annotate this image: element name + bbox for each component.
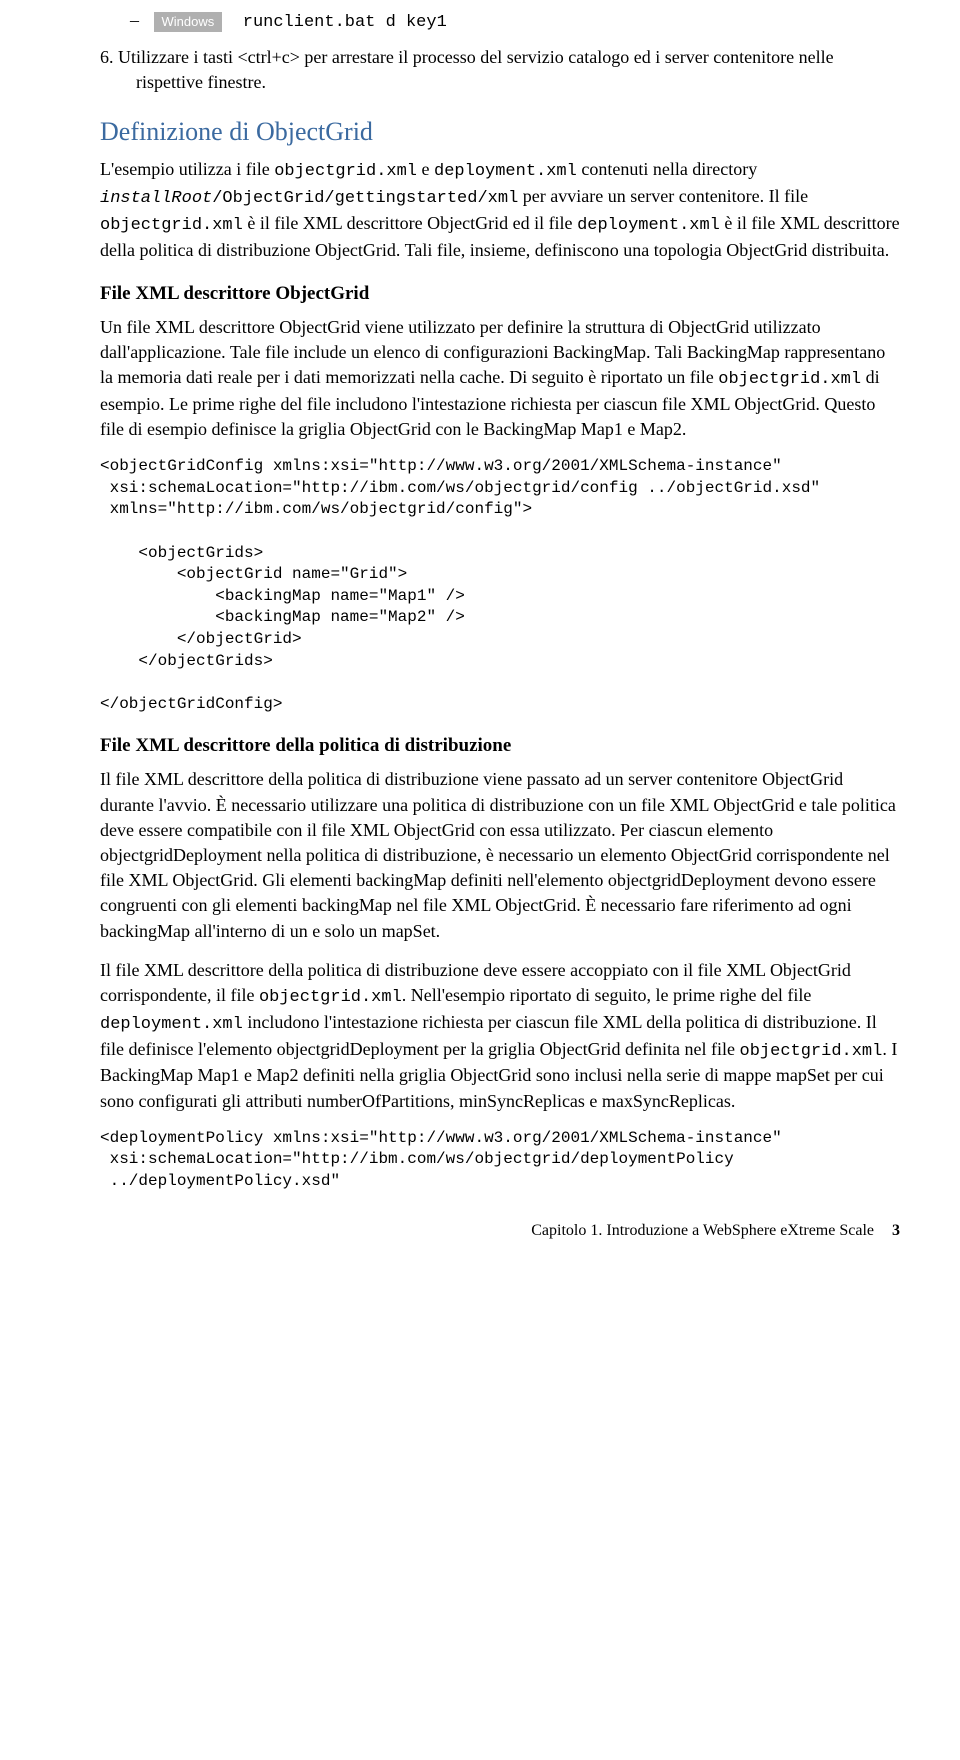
section-file-xml-dist-title: File XML descrittore della politica di d… [100, 735, 900, 757]
para1-text3: contenuti nella directory [577, 159, 757, 179]
step-6: 6. Utilizzare i tasti <ctrl+c> per arres… [136, 45, 900, 95]
code-objectgridconfig: <objectGridConfig xmlns:xsi="http://www.… [100, 456, 900, 715]
windows-run-line: – Windows runclient.bat d key1 [100, 8, 900, 35]
para1-code3-italic: installRoot [100, 189, 212, 208]
para1-code2: deployment.xml [434, 162, 577, 181]
para4-code1: objectgrid.xml [259, 988, 402, 1007]
code-deploymentpolicy: <deploymentPolicy xmlns:xsi="http://www.… [100, 1128, 900, 1193]
para1-code5: objectgrid.xml [100, 216, 243, 235]
footer-chapter: Capitolo 1. Introduzione a WebSphere eXt… [531, 1222, 874, 1239]
para-definizione: L'esempio utilizza i file objectgrid.xml… [100, 157, 900, 263]
para1-code3: installRoot [100, 189, 212, 208]
para2-code1: objectgrid.xml [718, 370, 861, 389]
windows-badge: Windows [154, 12, 223, 32]
para-dist-1: Il file XML descrittore della politica d… [100, 767, 900, 943]
para1-text1: L'esempio utilizza i file [100, 159, 274, 179]
para4-code3: objectgrid.xml [740, 1042, 883, 1061]
section-file-xml-og-title: File XML descrittore ObjectGrid [100, 283, 900, 305]
para1-text4: per avviare un server contenitore. Il fi… [518, 186, 808, 206]
dash-icon: – [130, 8, 139, 33]
para-file-xml-og: Un file XML descrittore ObjectGrid viene… [100, 315, 900, 443]
para1-code6: deployment.xml [577, 216, 720, 235]
section-definizione-title: Definizione di ObjectGrid [100, 117, 900, 147]
para4-code2: deployment.xml [100, 1015, 243, 1034]
para1-code1: objectgrid.xml [274, 162, 417, 181]
para-dist-2: Il file XML descrittore della politica d… [100, 958, 900, 1114]
page-content: – Windows runclient.bat d key1 6. Utiliz… [0, 0, 960, 1280]
para1-code4: /ObjectGrid/gettingstarted/xml [212, 189, 518, 208]
page-footer: Capitolo 1. Introduzione a WebSphere eXt… [100, 1222, 900, 1240]
para1-text5: è il file XML descrittore ObjectGrid ed … [243, 213, 577, 233]
para4-text2: . Nell'esempio riportato di seguito, le … [402, 985, 812, 1005]
footer-pagenum: 3 [892, 1222, 900, 1239]
runclient-command: runclient.bat d key1 [243, 13, 447, 32]
para1-text2: e [417, 159, 434, 179]
